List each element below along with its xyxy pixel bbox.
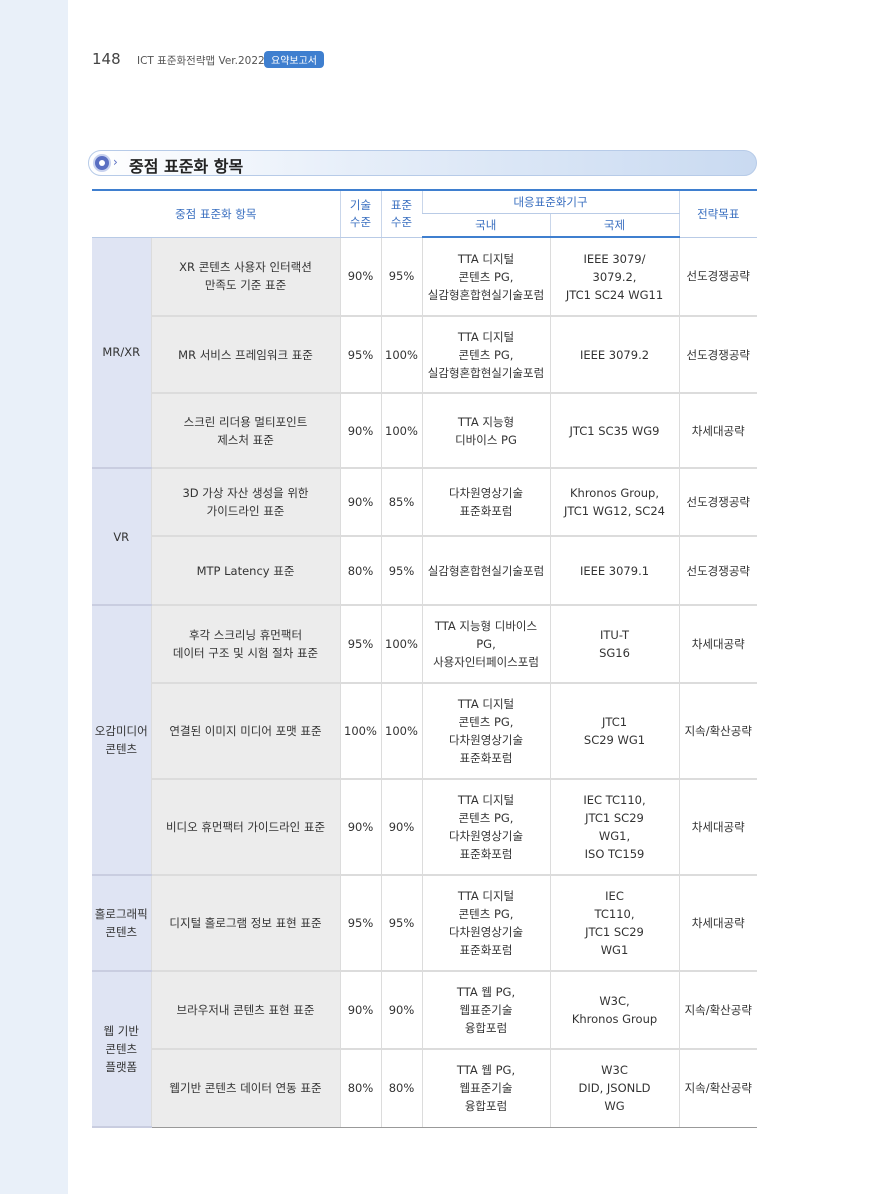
std-level-cell: 95% [380,875,422,972]
domestic-org-cell: TTA 디지털 콘텐츠 PG, 실감형혼합현실기술포럼 [421,237,550,317]
intl-org-cell: W3C DID, JSONLD WG [549,1049,679,1128]
tech-level-cell: 90% [339,971,381,1050]
intl-org-cell: IEEE 3079/ 3079.2, JTC1 SC24 WG11 [549,237,679,317]
goal-cell: 선도경쟁공략 [678,316,757,394]
intl-org-cell: JTC1 SC35 WG9 [549,393,679,469]
report-badge: 요약보고서 [264,51,324,68]
tech-level-cell: 90% [339,779,381,876]
std-level-cell: 100% [380,316,422,394]
item-cell: MR 서비스 프레임워크 표준 [150,316,340,394]
goal-cell: 차세대공략 [678,393,757,469]
intl-org-cell: IEEE 3079.2 [549,316,679,394]
item-cell: 비디오 휴먼팩터 가이드라인 표준 [150,779,340,876]
table-row: 비디오 휴먼팩터 가이드라인 표준 90% 90% TTA 디지털 콘텐츠 PG, 다… [92,779,757,876]
item-cell: 3D 가상 자산 생성을 위한 가이드라인 표준 [150,468,340,537]
tech-level-cell: 90% [339,237,381,317]
goal-cell: 차세대공략 [678,875,757,972]
page-number: 148 [92,50,121,68]
std-level-cell: 90% [380,971,422,1050]
domestic-org-cell: TTA 디지털 콘텐츠 PG, 다차원영상기술 표준화포럼 [421,875,550,972]
domestic-org-cell: 실감형혼합현실기술포럼 [421,536,550,606]
tech-level-cell: 80% [339,536,381,606]
std-level-cell: 100% [380,393,422,469]
bullet-circle-icon [93,154,111,172]
item-cell: 후각 스크리닝 휴먼팩터 데이터 구조 및 시험 절차 표준 [150,605,340,684]
header-goal: 전략목표 [678,189,757,238]
standards-table: 중점 표준화 항목 기술 수준 표준 수준 대응표준화기구 전략목표 국내 국제… [92,189,757,1128]
std-level-cell: 95% [380,536,422,606]
goal-cell: 차세대공략 [678,605,757,684]
goal-cell: 차세대공략 [678,779,757,876]
header-domestic: 국내 [422,213,550,238]
item-cell: 디지털 홀로그램 정보 표현 표준 [150,875,340,972]
domestic-org-cell: TTA 웹 PG, 웹표준기술 융합포럼 [421,1049,550,1128]
table-row: 스크린 리더용 멀티포인트 제스처 표준 90% 100% TTA 지능형 디바이스 … [92,393,757,469]
intl-org-cell: IEC TC110, JTC1 SC29 WG1 [549,875,679,972]
domestic-org-cell: 다차원영상기술 표준화포럼 [421,468,550,537]
header-org: 대응표준화기구 [421,189,679,214]
item-cell: 웹기반 콘텐츠 데이터 연동 표준 [150,1049,340,1128]
goal-cell: 지속/확산공략 [678,1049,757,1128]
goal-cell: 지속/확산공략 [678,971,757,1050]
domestic-org-cell: TTA 웹 PG, 웹표준기술 융합포럼 [421,971,550,1050]
intl-org-cell: ITU-T SG16 [549,605,679,684]
group-cell: 홀로그래픽 콘텐츠 [92,875,151,972]
domestic-org-cell: TTA 디지털 콘텐츠 PG, 실감형혼합현실기술포럼 [421,316,550,394]
goal-cell: 선도경쟁공략 [678,237,757,317]
domestic-org-cell: TTA 디지털 콘텐츠 PG, 다차원영상기술 표준화포럼 [421,683,550,780]
item-cell: MTP Latency 표준 [150,536,340,606]
intl-org-cell: IEC TC110, JTC1 SC29 WG1, ISO TC159 [549,779,679,876]
std-level-cell: 95% [380,237,422,317]
group-cell: 웹 기반 콘텐츠 플랫폼 [92,971,151,1128]
item-cell: 스크린 리더용 멀티포인트 제스처 표준 [150,393,340,469]
item-cell: 연결된 이미지 미디어 포맷 표준 [150,683,340,780]
item-cell: XR 콘텐츠 사용자 인터랙션 만족도 기준 표준 [150,237,340,317]
std-level-cell: 100% [380,683,422,780]
tech-level-cell: 95% [339,316,381,394]
goal-cell: 지속/확산공략 [678,683,757,780]
group-cell: 오감미디어 콘텐츠 [92,605,151,876]
table-row: 웹기반 콘텐츠 데이터 연동 표준 80% 80% TTA 웹 PG, 웹표준기술 융… [92,1049,757,1128]
group-cell: VR [92,468,151,606]
item-cell: 브라우저내 콘텐츠 표현 표준 [150,971,340,1050]
header-std-level: 표준 수준 [380,189,422,238]
table-row: MR/XR XR 콘텐츠 사용자 인터랙션 만족도 기준 표준 90% 95% TTA … [92,237,757,469]
running-title: ICT 표준화전략맵 Ver.2022 [137,55,265,67]
header-tech-level: 기술 수준 [339,189,381,238]
page-margin-strip [0,0,68,1194]
intl-org-cell: JTC1 SC29 WG1 [549,683,679,780]
table-row: VR 3D 가상 자산 생성을 위한 가이드라인 표준 90% 85% 다차원영상기술 … [92,468,757,606]
table-row: 웹 기반 콘텐츠 플랫폼 브라우저내 콘텐츠 표현 표준 90% 90% TTA 웹 P… [92,971,757,1128]
group-cell: MR/XR [92,237,151,469]
table-row: MTP Latency 표준 80% 95% 실감형혼합현실기술포럼 IEEE 3079… [92,536,757,606]
section-heading: › 중점 표준화 항목 [88,150,757,176]
goal-cell: 선도경쟁공략 [678,536,757,606]
table-row: 오감미디어 콘텐츠 후각 스크리닝 휴먼팩터 데이터 구조 및 시험 절차 표준 9… [92,605,757,876]
section-title: 중점 표준화 항목 [129,157,244,176]
std-level-cell: 80% [380,1049,422,1128]
header-international: 국제 [549,213,679,238]
std-level-cell: 85% [380,468,422,537]
std-level-cell: 100% [380,605,422,684]
intl-org-cell: W3C, Khronos Group [549,971,679,1050]
domestic-org-cell: TTA 디지털 콘텐츠 PG, 다차원영상기술 표준화포럼 [421,779,550,876]
tech-level-cell: 90% [339,393,381,469]
chevron-right-icon: › [113,155,118,169]
domestic-org-cell: TTA 지능형 디바이스 PG [421,393,550,469]
intl-org-cell: Khronos Group, JTC1 WG12, SC24 [549,468,679,537]
tech-level-cell: 100% [339,683,381,780]
header-item: 중점 표준화 항목 [92,189,340,238]
table-row: MR 서비스 프레임워크 표준 95% 100% TTA 디지털 콘텐츠 PG, 실감… [92,316,757,394]
goal-cell: 선도경쟁공략 [678,468,757,537]
table-row: 연결된 이미지 미디어 포맷 표준 100% 100% TTA 디지털 콘텐츠 PG,… [92,683,757,780]
tech-level-cell: 95% [339,605,381,684]
std-level-cell: 90% [380,779,422,876]
tech-level-cell: 90% [339,468,381,537]
table-row: 홀로그래픽 콘텐츠 디지털 홀로그램 정보 표현 표준 95% 95% TTA 디지털 … [92,875,757,972]
tech-level-cell: 95% [339,875,381,972]
intl-org-cell: IEEE 3079.1 [549,536,679,606]
tech-level-cell: 80% [339,1049,381,1128]
domestic-org-cell: TTA 지능형 디바이스 PG, 사용자인터페이스포럼 [421,605,550,684]
